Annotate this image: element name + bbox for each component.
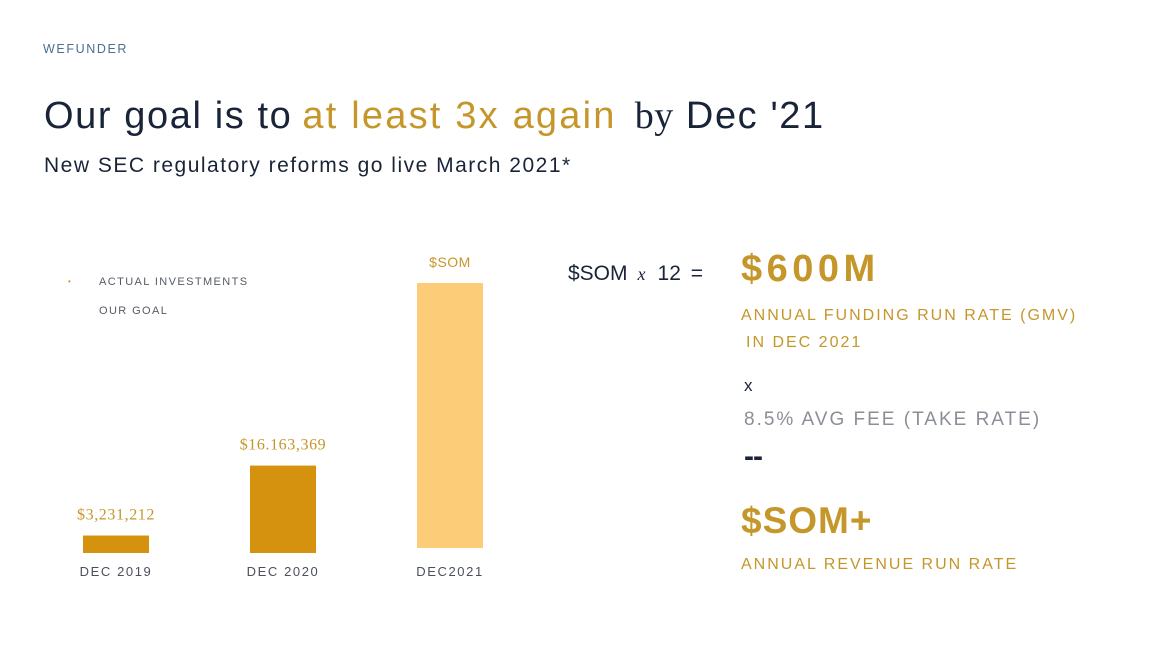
legend-item-goal: OUR GOAL: [68, 305, 248, 334]
bar-value-label-dec2021: $SOM: [429, 254, 471, 270]
legend-label-actual: ACTUAL INVESTMENTS: [99, 276, 249, 288]
take-rate-label: 8.5% AVG FEE (TAKE RATE): [744, 409, 1042, 430]
equation-multiplier: 12: [657, 262, 681, 285]
legend-bullet-actual: •: [68, 277, 73, 286]
chart-legend: • ACTUAL INVESTMENTS OUR GOAL: [68, 276, 248, 334]
title-part1: Our goal is to: [44, 95, 293, 137]
revenue-value: $SOM+: [741, 500, 873, 541]
bar-value-label-dec-2019: $3,231,212: [77, 507, 155, 524]
x-tick-label-dec2021: DEC2021: [416, 564, 484, 579]
legend-item-actual: • ACTUAL INVESTMENTS: [68, 276, 248, 305]
equation-lhs-term: $SOM: [568, 262, 628, 285]
bar-dec2021: [417, 283, 483, 548]
equation-line: $SOM x 12 =: [568, 262, 703, 286]
x-tick-label-dec-2019: DEC 2019: [80, 564, 153, 579]
equation-equals: =: [690, 262, 703, 285]
title-part2: Dec '21: [685, 95, 825, 137]
title-by: by: [634, 95, 674, 137]
brand-label: WEFUNDER: [43, 42, 129, 56]
x-tick-label-dec-2020: DEC 2020: [247, 564, 320, 579]
title-accent: at least 3x again: [302, 95, 617, 137]
revenue-caption: ANNUAL REVENUE RUN RATE: [741, 556, 1019, 573]
gmv-value: $600M: [741, 248, 880, 290]
minus-sign: --: [744, 440, 763, 473]
page-title: Our goal is to at least 3x again by Dec '…: [44, 94, 825, 138]
bar-value-label-dec-2020: $16.163,369: [240, 437, 327, 454]
gmv-caption-line1: ANNUAL FUNDING RUN RATE (GMV): [741, 307, 1078, 324]
equation-operator: x: [637, 264, 646, 284]
times-sign: x: [744, 376, 753, 395]
bar-dec-2019: [83, 535, 149, 553]
bar-dec-2020: [250, 465, 316, 553]
gmv-caption-line2: IN DEC 2021: [746, 334, 863, 351]
page-subtitle: New SEC regulatory reforms go live March…: [44, 154, 572, 177]
legend-label-goal: OUR GOAL: [99, 305, 169, 317]
